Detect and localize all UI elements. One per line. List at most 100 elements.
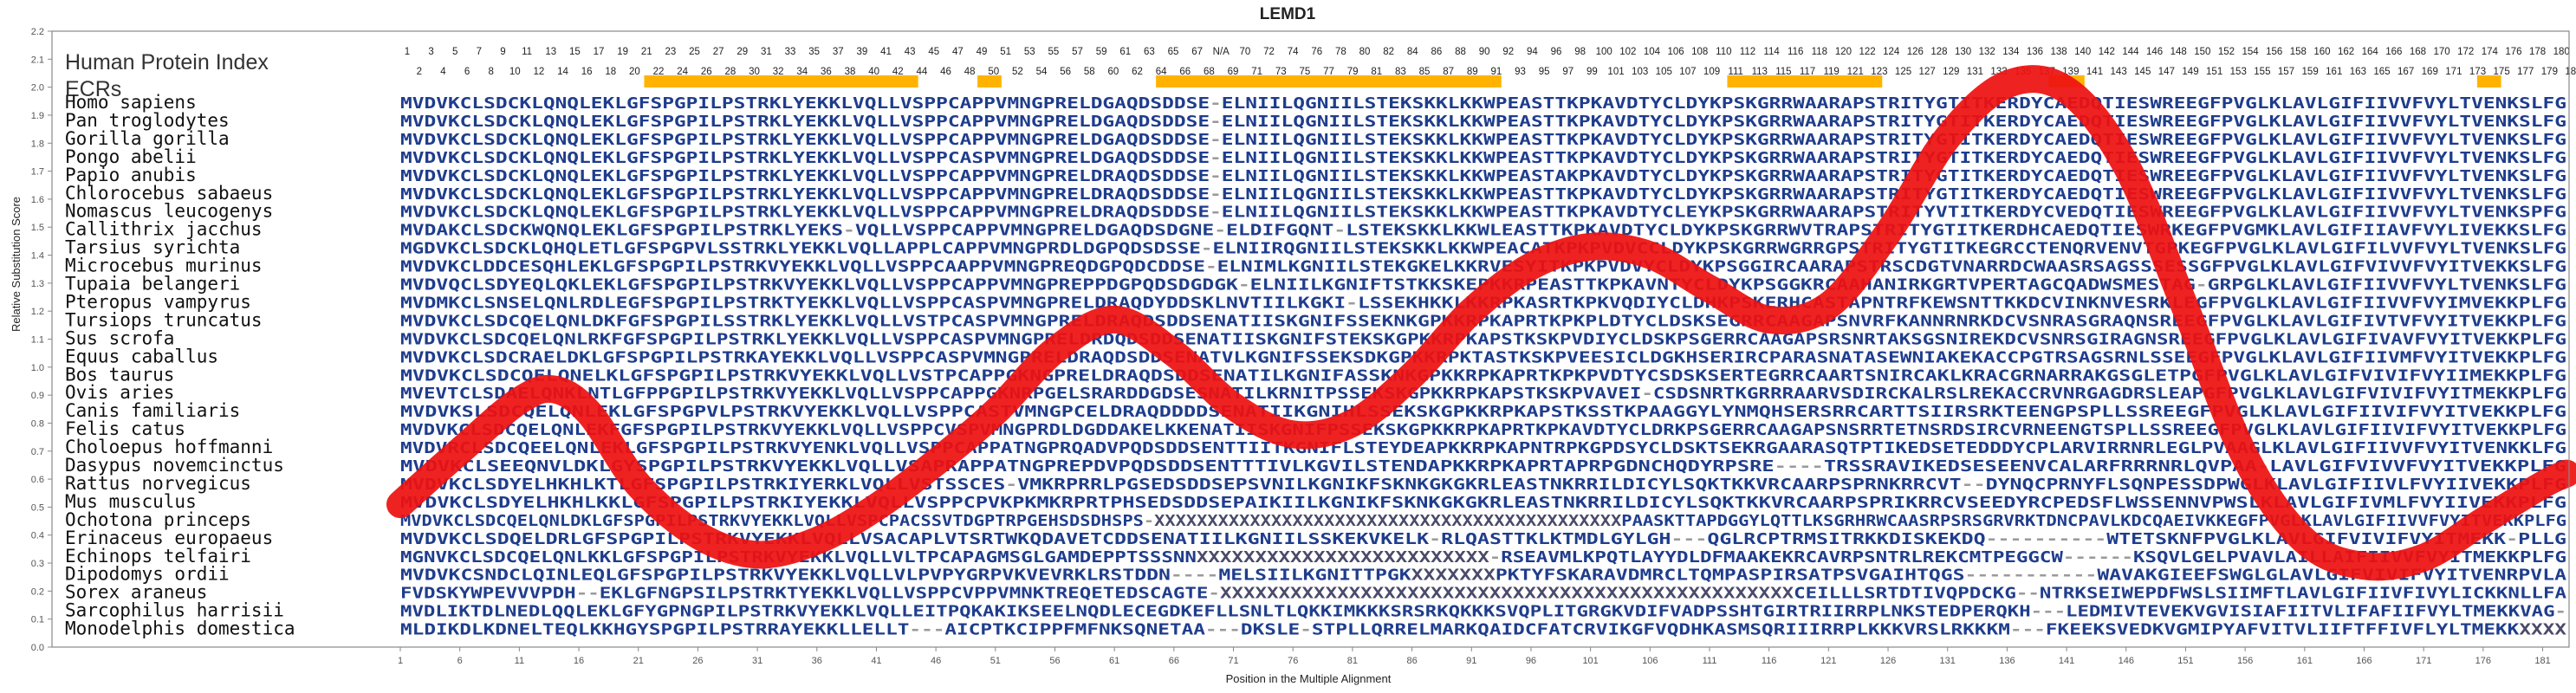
- position-index-bottom: 54: [1036, 67, 1048, 77]
- residue-run: --: [1962, 476, 1986, 494]
- species-name: Canis familiaris: [65, 400, 240, 421]
- y-tick-label: 1.8: [31, 139, 44, 149]
- y-tick-label: 2.1: [31, 55, 44, 65]
- residue-run: MVDAKCLSDCKWQNQLEKLGFSPGPILPSTRKLYEKS: [400, 223, 843, 240]
- position-index-top: 162: [2338, 47, 2354, 57]
- position-index-top: 53: [1024, 47, 1035, 57]
- residue-run: MVDVKCLSDCKLQNQLEKLGFSPGPILPSTRKLYEKKLVQ…: [400, 132, 1210, 149]
- position-index-top: 100: [1596, 47, 1612, 57]
- position-index-top: 138: [2050, 47, 2067, 57]
- residue-run: MVDVKCLSEEQNVLDKLGYSPGPILPSTRKVYEKKLVQLL…: [400, 458, 1775, 476]
- position-index-bottom: 165: [2373, 67, 2390, 77]
- residue-run: LSSEKHKKLKKRPKASRTKPKVQDIYCLDHKPSKERHCAS…: [1358, 295, 2566, 312]
- species-name: Pongo abelii: [65, 146, 197, 167]
- sequence-row: MVDVKCLSDCKLQNQLEKLGFSPGPILPSTRKLYEKKLVQ…: [400, 150, 2566, 167]
- position-index-bottom: 173: [2469, 67, 2486, 77]
- position-index-top: 5: [452, 47, 457, 57]
- species-name: Choloepus hoffmanni: [65, 437, 273, 457]
- position-index-bottom: 127: [1919, 67, 1936, 77]
- y-axis-label: Relative Substitution Score: [10, 197, 23, 332]
- position-index-bottom: 22: [653, 67, 665, 77]
- ecr-bar: [2476, 75, 2501, 87]
- x-tick-label: 76: [1288, 656, 1298, 666]
- position-index-bottom: 171: [2445, 67, 2462, 77]
- position-index-bottom: 159: [2302, 67, 2319, 77]
- position-index-top: 13: [545, 47, 556, 57]
- sequence-row: MLDIKDLKDNELTEQLKKHGYSPGPILPSTRRAYEKKLLE…: [400, 622, 2567, 639]
- residue-run: STPLLQRRELMARKQAIDCFATCRVIKGFVQDHKASMSQR…: [1312, 622, 2010, 639]
- residue-run: -: [1210, 95, 1222, 113]
- position-index-bottom: 30: [749, 67, 760, 77]
- residue-run: -: [1005, 476, 1017, 494]
- position-index-top: 94: [1527, 47, 1538, 57]
- sequence-row: MVDVKCLSDCQELQNLRKFGFSPGPILPSTRKLYEKKLVQ…: [400, 331, 2566, 348]
- position-index-bottom: 66: [1179, 67, 1191, 77]
- residue-run: MVDVKCLDDCESQHLEKLGFSPGPILPSTRKVYEKKLVQL…: [400, 259, 1205, 276]
- position-index-top: 106: [1667, 47, 1684, 57]
- position-index-top: 142: [2099, 47, 2115, 57]
- species-name: Sarcophilus harrisii: [65, 600, 284, 621]
- position-index-bottom: 143: [2111, 67, 2127, 77]
- residue-run: --: [576, 586, 600, 603]
- position-index-bottom: 147: [2158, 67, 2175, 77]
- position-index-top: 168: [2410, 47, 2426, 57]
- position-index-top: 55: [1048, 47, 1059, 57]
- x-tick-label: 121: [1820, 656, 1836, 666]
- position-index-top: 15: [569, 47, 581, 57]
- position-index-top: 74: [1288, 47, 1299, 57]
- sequence-row: MVDVKCLSDCQELQNLDKFGFSPGPILSSTRKLYEKKLVQ…: [400, 313, 2566, 330]
- position-index-top: N/A: [1213, 47, 1230, 57]
- position-index-top: 116: [1788, 47, 1803, 57]
- residue-run: WAVAKGIEEFSWGLGLAVLGIFVIVIFVYITVENRPVLA: [2097, 567, 2566, 585]
- position-index-top: 7: [477, 47, 482, 57]
- residue-run: ELNIILQGNIILSTEKSKKLKKWPEASTTKPKAVDTYCLD…: [1222, 132, 2566, 149]
- residue-run: -: [1210, 132, 1222, 149]
- y-tick-label: 2.2: [31, 27, 44, 37]
- position-index-bottom: 105: [1656, 67, 1672, 77]
- y-axis-ticks: 0.0 0.1 0.2 0.3 0.4 0.5 0.6 0.7 0.8 0.9 1.0 1.1 1.2 1…: [31, 27, 52, 653]
- x-tick-label: 66: [1169, 656, 1179, 666]
- position-index-top: 88: [1455, 47, 1466, 57]
- position-index-bottom: 36: [821, 67, 832, 77]
- residue-run: -: [1201, 241, 1213, 258]
- position-index-bottom: 71: [1251, 67, 1262, 77]
- position-index-bottom: 95: [1539, 67, 1550, 77]
- residue-run: MVDLIKTDLNEDLQQLEKLGFYGPNGPILPSTRKVYEKKL…: [400, 604, 2031, 621]
- ecrs-label: ECRs: [65, 77, 121, 101]
- x-tick-label: 71: [1228, 656, 1238, 666]
- residue-run: MVDVKCSNDCLQINLEQLGFSPGPILPSTRKVYEKKLVQL…: [400, 567, 1171, 585]
- residue-run: ELNIILQGNIILSTEKSKKLKKWPEASTAKPKAVDTYCLD…: [1222, 168, 2566, 185]
- position-index-bottom: 32: [773, 67, 784, 77]
- species-name: Nomascus leucogenys: [65, 201, 273, 222]
- y-tick-label: 1.4: [31, 251, 44, 262]
- residue-run: CEILLLSRTDTIVQPDCKG: [1794, 586, 2016, 603]
- position-index-bottom: 56: [1060, 67, 1071, 77]
- residue-run: PLLG: [2518, 531, 2566, 548]
- sequence-row: MVDVKCLSDQELDRLGFSPGPILPSTRKVYEKKLVQLLVS…: [400, 531, 2566, 548]
- position-index-bottom: 40: [868, 67, 879, 77]
- position-index-bottom: 4: [440, 67, 446, 77]
- residue-run: -: [1238, 277, 1250, 295]
- sequence-row: MVDVKCLSEEQNVLDKLGYSPGPILPSTRKVYEKKLVQLL…: [400, 458, 2566, 476]
- position-index-top: 114: [1763, 47, 1780, 57]
- position-index-top: 65: [1168, 47, 1179, 57]
- y-tick-label: 0.5: [31, 502, 44, 513]
- sequence-row: MVDVKCLSDCKLQNQLEKLGFSPGPILPSTRKLYEKKLVQ…: [400, 186, 2566, 204]
- position-index-bottom: 18: [605, 67, 616, 77]
- position-index-top: 39: [856, 47, 867, 57]
- position-index-top: 76: [1311, 47, 1322, 57]
- residue-run: -: [1346, 295, 1358, 312]
- position-index-bottom: 107: [1679, 67, 1696, 77]
- position-index-top: 84: [1407, 47, 1418, 57]
- residue-run: ---: [2031, 604, 2066, 621]
- position-index-bottom: 109: [1703, 67, 1720, 77]
- position-index-bottom: 75: [1300, 67, 1311, 77]
- position-index-bottom: 38: [845, 67, 856, 77]
- position-index-bottom: 115: [1775, 67, 1791, 77]
- position-index-top: 156: [2266, 47, 2282, 57]
- position-index-bottom: 113: [1752, 67, 1768, 77]
- position-index-top: 92: [1502, 47, 1514, 57]
- residue-run: MVDVKCLSDCQELQNLDKLGFSPGPILPSTRKVYEKKLVQ…: [400, 513, 1144, 530]
- residue-run: -: [1214, 223, 1226, 240]
- position-index-bottom: 16: [581, 67, 593, 77]
